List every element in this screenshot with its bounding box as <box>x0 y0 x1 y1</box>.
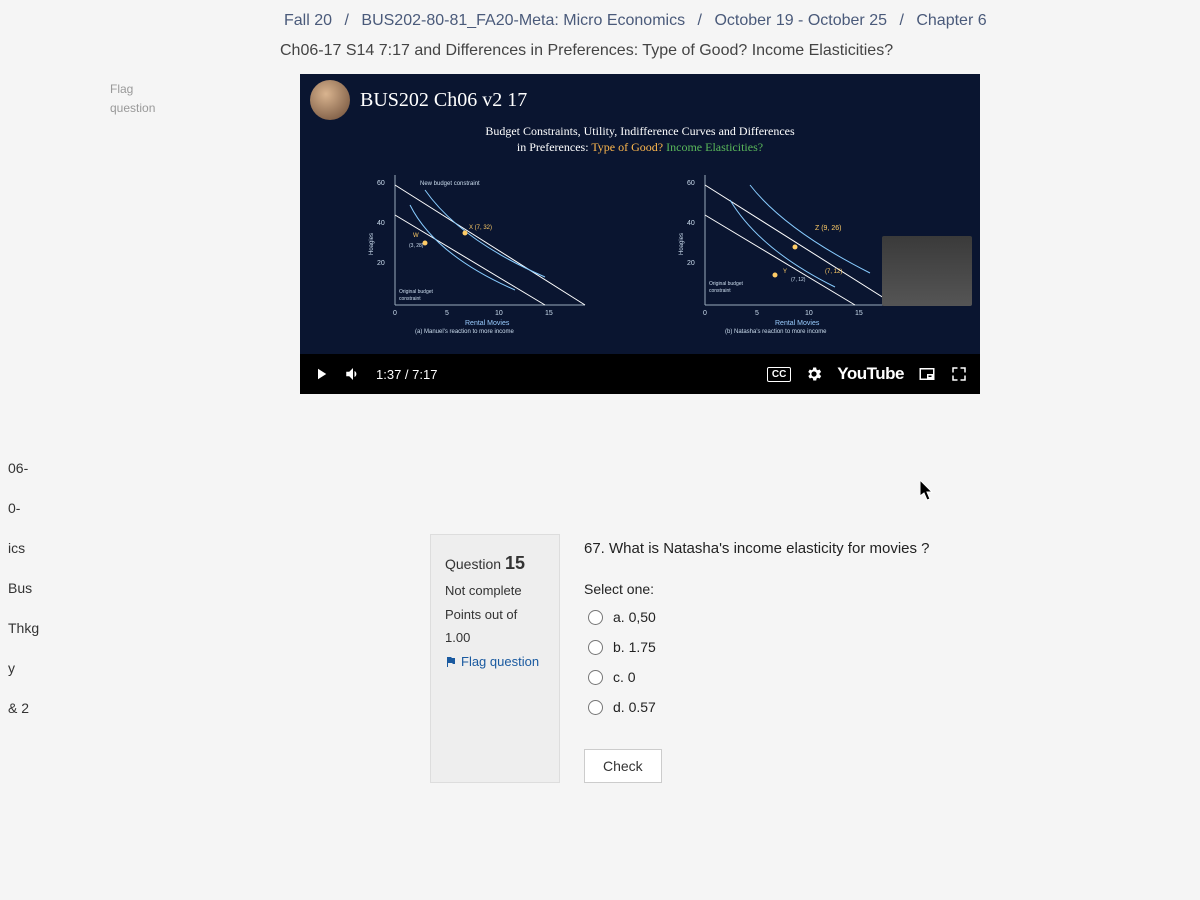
check-button[interactable]: Check <box>584 749 662 783</box>
breadcrumb-term[interactable]: Fall 20 <box>284 12 332 29</box>
svg-text:Hoagies: Hoagies <box>679 233 685 255</box>
miniplayer-icon[interactable] <box>918 365 936 383</box>
video-time: 1:37 / 7:17 <box>376 367 437 382</box>
breadcrumb-sep: / <box>344 12 348 29</box>
svg-text:constraint: constraint <box>709 288 731 294</box>
answer-options: a. 0,50 b. 1.75 c. 0 d. 0.57 <box>588 609 1180 715</box>
fullscreen-icon[interactable] <box>950 365 968 383</box>
svg-text:New budget constraint: New budget constraint <box>420 181 480 187</box>
breadcrumb-sep: / <box>698 12 702 29</box>
chart-natasha: 60 40 20 0 5 10 15 Z (9, 26) <box>675 165 915 335</box>
play-icon[interactable] <box>312 365 330 383</box>
svg-text:20: 20 <box>687 260 695 267</box>
svg-text:Original budget: Original budget <box>399 289 434 295</box>
gear-icon[interactable] <box>805 365 823 383</box>
volume-icon[interactable] <box>344 365 362 383</box>
svg-text:Original budget: Original budget <box>709 281 744 287</box>
svg-text:Rental Movies: Rental Movies <box>775 320 820 327</box>
video-section-title: Ch06-17 S14 7:17 and Differences in Pref… <box>280 42 1180 60</box>
svg-text:40: 40 <box>377 220 385 227</box>
video-frame: BUS202 Ch06 v2 17 Budget Constraints, Ut… <box>300 74 980 354</box>
svg-text:Y: Y <box>783 269 787 275</box>
option-b-label: b. 1.75 <box>613 639 656 655</box>
video-subtitle: Budget Constraints, Utility, Indifferenc… <box>310 124 970 155</box>
option-b[interactable]: b. 1.75 <box>588 639 1180 655</box>
nav-item[interactable]: & 2 <box>8 700 92 716</box>
radio-d[interactable] <box>588 700 603 715</box>
svg-text:5: 5 <box>445 310 449 317</box>
question-meta-panel: Question 15 Not complete Points out of 1… <box>430 534 560 783</box>
option-c-label: c. 0 <box>613 669 636 685</box>
video-controls: 1:37 / 7:17 CC YouTube <box>300 354 980 394</box>
question-body: 67. What is Natasha's income elasticity … <box>584 534 1180 783</box>
radio-a[interactable] <box>588 610 603 625</box>
nav-item[interactable]: Bus <box>8 580 92 596</box>
svg-text:(b) Natasha's reaction to more: (b) Natasha's reaction to more income <box>725 329 827 335</box>
svg-text:Z (9, 26): Z (9, 26) <box>815 225 841 232</box>
breadcrumb-chapter[interactable]: Chapter 6 <box>916 12 986 29</box>
nav-item[interactable]: 0- <box>8 500 92 516</box>
flag-label-2: question <box>110 99 220 118</box>
course-nav-sidebar: 06- 0- ics Bus Thkg y & 2 <box>0 0 100 900</box>
svg-text:15: 15 <box>545 310 553 317</box>
radio-c[interactable] <box>588 670 603 685</box>
svg-text:40: 40 <box>687 220 695 227</box>
video-title: BUS202 Ch06 v2 17 <box>360 89 527 112</box>
option-a-label: a. 0,50 <box>613 609 656 625</box>
svg-text:W: W <box>413 233 419 239</box>
video-player[interactable]: BUS202 Ch06 v2 17 Budget Constraints, Ut… <box>300 74 980 394</box>
svg-text:20: 20 <box>377 260 385 267</box>
cc-button[interactable]: CC <box>767 367 791 382</box>
flag-question-link[interactable]: Flag question <box>445 650 545 673</box>
mouse-cursor-icon <box>920 480 936 502</box>
breadcrumb-sep: / <box>899 12 903 29</box>
option-a[interactable]: a. 0,50 <box>588 609 1180 625</box>
svg-text:(a) Manuel's reaction to more: (a) Manuel's reaction to more income <box>415 329 515 335</box>
question-points-label: Points out of <box>445 603 545 626</box>
svg-text:60: 60 <box>687 180 695 187</box>
svg-text:0: 0 <box>703 310 707 317</box>
instructor-webcam-overlay <box>882 236 972 306</box>
prev-question-flag-stub: Flag question <box>110 80 220 118</box>
question-text: 67. What is Natasha's income elasticity … <box>584 540 1180 557</box>
svg-text:(3, 28): (3, 28) <box>409 243 424 249</box>
chart-manuel: 60 40 20 0 5 10 15 <box>365 165 605 335</box>
svg-text:15: 15 <box>855 310 863 317</box>
main-content: Ch06-17 S14 7:17 and Differences in Pref… <box>280 42 1200 783</box>
svg-text:(7, 12): (7, 12) <box>825 269 842 275</box>
nav-item[interactable]: ics <box>8 540 92 556</box>
nav-item[interactable]: y <box>8 660 92 676</box>
option-d-label: d. 0.57 <box>613 699 656 715</box>
question-status: Not complete <box>445 579 545 602</box>
flag-label: Flag <box>110 80 220 99</box>
svg-text:10: 10 <box>495 310 503 317</box>
svg-text:10: 10 <box>805 310 813 317</box>
instructor-avatar <box>310 80 350 120</box>
svg-text:Hoagies: Hoagies <box>369 233 375 255</box>
svg-text:(7, 12): (7, 12) <box>791 277 806 283</box>
option-c[interactable]: c. 0 <box>588 669 1180 685</box>
youtube-logo[interactable]: YouTube <box>837 364 904 384</box>
svg-text:60: 60 <box>377 180 385 187</box>
breadcrumb-week[interactable]: October 19 - October 25 <box>714 12 887 29</box>
radio-b[interactable] <box>588 640 603 655</box>
svg-text:5: 5 <box>755 310 759 317</box>
nav-item[interactable]: 06- <box>8 460 92 476</box>
nav-item[interactable]: Thkg <box>8 620 92 636</box>
breadcrumb: Fall 20 / BUS202-80-81_FA20-Meta: Micro … <box>0 0 1200 42</box>
question-number: Question 15 <box>445 547 545 579</box>
svg-text:0: 0 <box>393 310 397 317</box>
select-one-label: Select one: <box>584 581 1180 597</box>
option-d[interactable]: d. 0.57 <box>588 699 1180 715</box>
svg-text:Rental Movies: Rental Movies <box>465 320 510 327</box>
question-points-value: 1.00 <box>445 626 545 649</box>
svg-text:X (7, 32): X (7, 32) <box>469 225 492 231</box>
flag-icon <box>445 656 457 668</box>
breadcrumb-course[interactable]: BUS202-80-81_FA20-Meta: Micro Economics <box>361 12 685 29</box>
svg-text:constraint: constraint <box>399 296 421 302</box>
